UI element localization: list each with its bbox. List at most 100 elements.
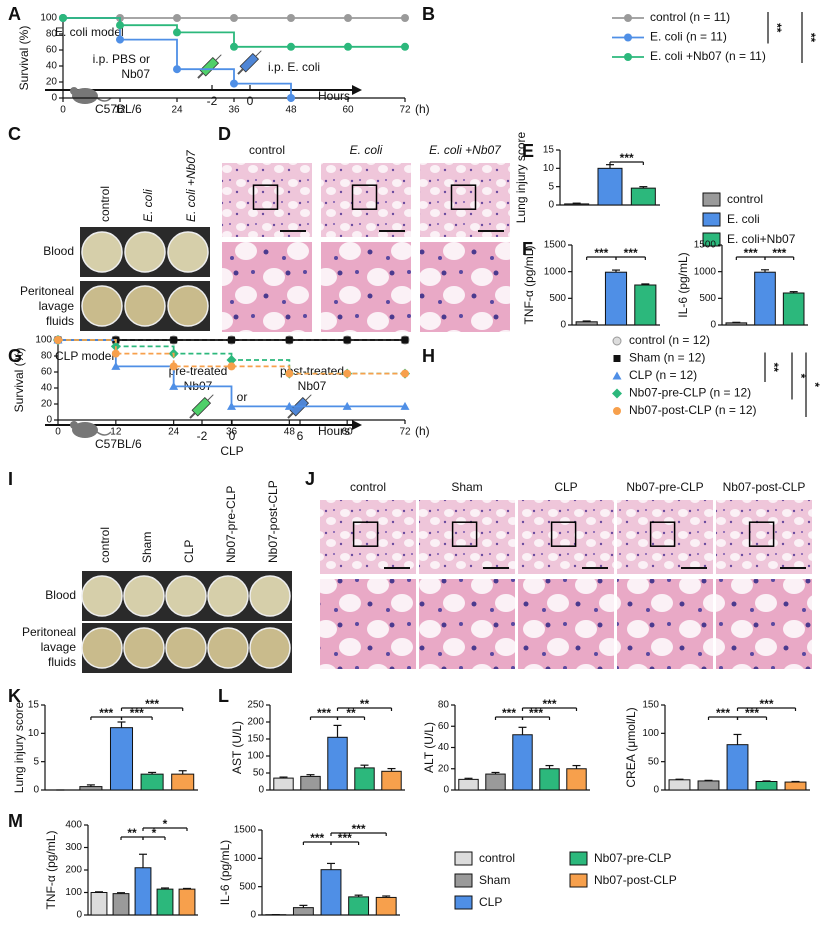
treatment-label: Nb07 [121, 67, 150, 81]
syringe-plunger [237, 68, 244, 75]
panel-letter: H [422, 346, 435, 366]
bar [156, 888, 174, 916]
data-point [401, 14, 409, 22]
y-tick-label: 5 [33, 756, 39, 767]
zoom-box [748, 521, 775, 547]
data-point [116, 21, 124, 30]
histology-zoom-image [419, 579, 515, 669]
significance-label: *** [529, 706, 543, 720]
significance-label: *** [338, 831, 352, 845]
data-point [227, 401, 236, 410]
y-tick-label: 50 [253, 768, 265, 779]
row-label: lavage [41, 640, 77, 654]
histology-zoom-image [518, 579, 614, 669]
y-axis-label: TNF-α (pg/mL) [522, 246, 536, 325]
x-tick-label: 60 [342, 105, 354, 116]
panel-letter: A [8, 4, 21, 24]
syringe-needle [305, 394, 312, 401]
panel-letter: J [305, 469, 315, 489]
y-tick-label: 40 [46, 61, 58, 72]
timeline-tick-label: 6 [297, 429, 304, 443]
bar [755, 781, 778, 791]
bar [566, 768, 587, 791]
panel-letter: C [8, 124, 21, 144]
data-point [344, 14, 352, 22]
significance-label: * [794, 374, 808, 379]
legend-swatch [454, 851, 473, 866]
data-point [342, 401, 352, 410]
bar [90, 892, 108, 916]
column-label: CLP [554, 480, 577, 494]
y-tick-label: 40 [41, 383, 53, 394]
bar [575, 321, 598, 326]
row-label: fluids [46, 314, 74, 328]
legend-swatch [702, 192, 721, 207]
panel-letter: K [8, 686, 21, 706]
agar-plate [123, 627, 165, 669]
legend-label: CLP [479, 895, 502, 909]
significance-label: *** [716, 706, 730, 720]
y-tick-label: 1500 [694, 240, 717, 251]
syringe-plunger [197, 72, 204, 79]
histology-image [419, 500, 515, 574]
panel-title: E. coli model [55, 25, 124, 39]
zoom-box [351, 184, 378, 210]
panel-letter: E [522, 141, 534, 161]
timeline-tick-label: -2 [207, 94, 218, 108]
y-tick-label: 0 [258, 785, 264, 796]
syringe-needle [215, 54, 222, 61]
agar-plate [165, 627, 207, 669]
y-tick-label: 10 [28, 728, 40, 739]
y-tick-label: 60 [438, 721, 450, 732]
y-tick-label: 1000 [234, 853, 257, 864]
x-tick-label: 36 [226, 427, 238, 438]
significance-label: ** [804, 33, 818, 43]
y-tick-label: 60 [46, 45, 58, 56]
data-point [228, 336, 235, 344]
syringe-needle [255, 50, 262, 57]
column-label: control [98, 527, 112, 563]
axis-label: Hours [318, 424, 350, 438]
histology-zoom-image [321, 242, 411, 332]
column-label: CLP [182, 540, 196, 563]
or-label: or [237, 390, 248, 404]
y-tick-label: 200 [247, 717, 264, 728]
x-tick-label: 36 [228, 105, 240, 116]
timeline-tick-label: 0 [229, 429, 236, 443]
agar-plate [167, 231, 209, 273]
row-label: fluids [48, 655, 76, 669]
legend-swatch [454, 895, 473, 910]
y-tick-label: 80 [41, 351, 53, 362]
bar [354, 767, 375, 791]
bar [381, 770, 402, 791]
data-point [230, 79, 238, 88]
mouse-icon [72, 422, 98, 438]
bar [697, 780, 720, 791]
y-tick-label: 15 [543, 145, 555, 156]
bar [485, 773, 506, 791]
x-tick-label: 72 [399, 105, 411, 116]
y-tick-label: 300 [65, 842, 82, 853]
bar [634, 284, 657, 326]
x-tick-label: 48 [285, 105, 297, 116]
legend-label: E. coli +Nb07 (n = 11) [650, 49, 766, 63]
mouse-icon [96, 431, 112, 436]
significance-label: *** [620, 151, 634, 165]
data-point [400, 401, 410, 410]
y-axis-label: AST (U/L) [230, 721, 244, 774]
column-label: Nb07-post-CLP [266, 480, 280, 563]
zoom-box [252, 184, 279, 210]
data-point [54, 336, 62, 344]
data-point [343, 336, 351, 344]
panel-title: CLP model [55, 349, 114, 363]
panel-letter: G [8, 346, 22, 366]
legend-label: E. coli+Nb07 [727, 232, 796, 246]
significance-label: *** [310, 831, 324, 845]
y-tick-label: 80 [46, 29, 58, 40]
histology-image [222, 163, 312, 237]
y-tick-label: 40 [438, 742, 450, 753]
zoom-box [352, 521, 379, 547]
y-axis-label: IL-6 (pg/mL) [676, 252, 690, 317]
y-tick-label: 500 [699, 293, 716, 304]
